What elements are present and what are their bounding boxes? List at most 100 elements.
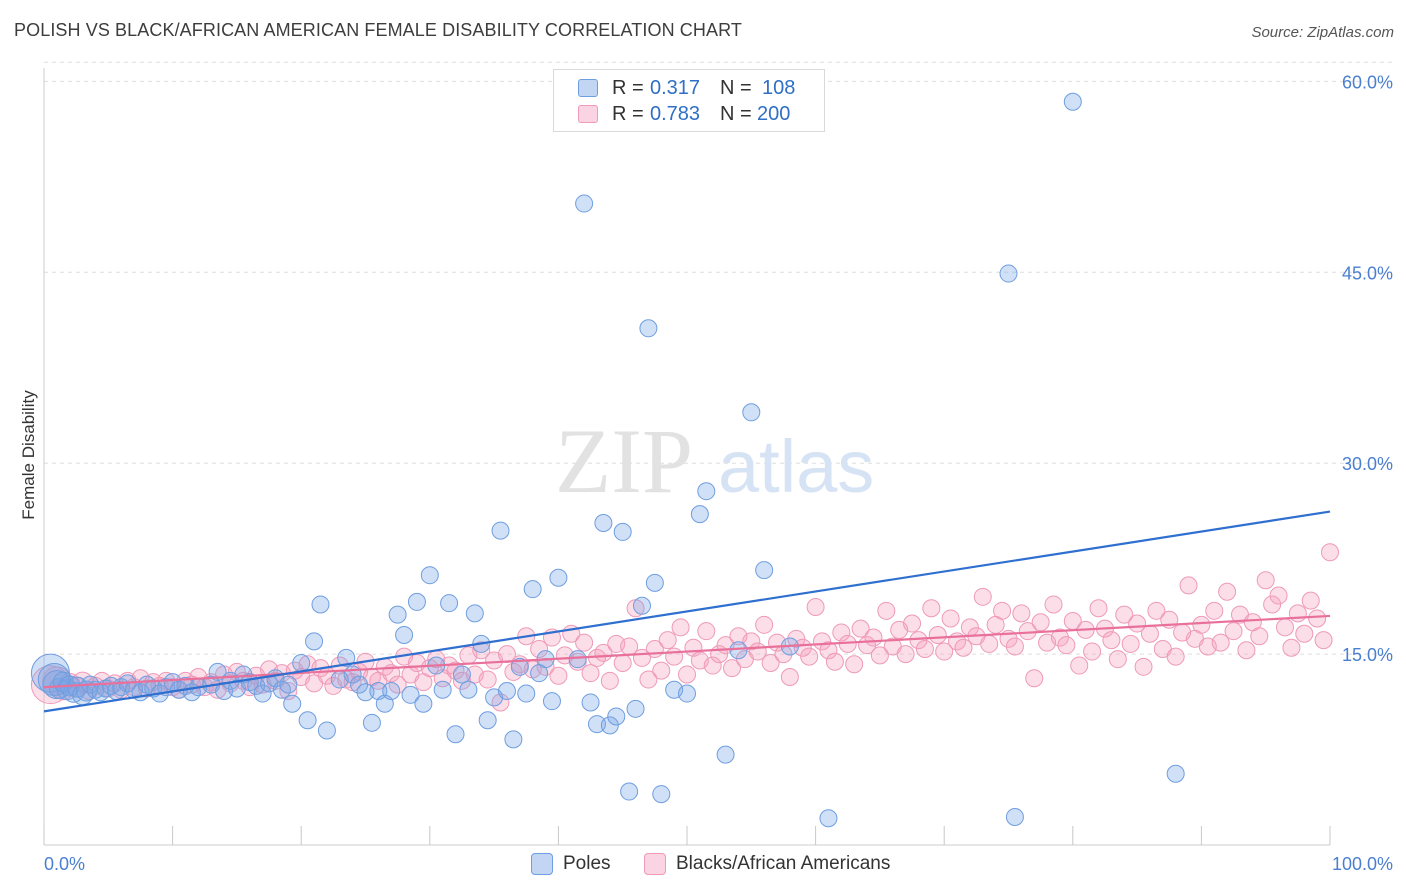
blacks-point: [973, 587, 992, 606]
blacks-point: [1218, 582, 1237, 601]
blacks-point: [549, 666, 568, 685]
poles-point: [607, 707, 626, 726]
blacks-point: [1269, 586, 1288, 605]
blacks-point: [993, 601, 1012, 620]
poles-point: [1005, 808, 1024, 827]
blacks-point: [928, 626, 947, 645]
poles-point: [311, 595, 330, 614]
blacks-point: [819, 641, 838, 660]
blacks-point: [1308, 609, 1327, 628]
blacks-point: [915, 640, 934, 659]
poles-point: [356, 683, 375, 702]
r-label: R =: [612, 103, 644, 125]
poles-trend-line: [43, 510, 1331, 713]
blacks-point: [697, 622, 716, 641]
poles-point: [542, 692, 561, 711]
blacks-point: [1044, 595, 1063, 614]
blacks-point: [845, 655, 864, 674]
legend-row-poles: R = 0.317 N = 108: [554, 75, 824, 101]
poles-point: [298, 711, 317, 730]
poles-point: [478, 711, 497, 730]
blacks-point: [813, 632, 832, 651]
blacks-point: [472, 641, 491, 660]
blacks-point: [1115, 605, 1134, 624]
x-tick-label: 100.0%: [1332, 854, 1393, 874]
blacks-point: [825, 652, 844, 671]
n-value: 200: [757, 103, 791, 125]
poles-point: [497, 682, 516, 701]
poles-point: [253, 684, 272, 703]
poles-point: [433, 680, 452, 699]
blacks-point: [478, 670, 497, 689]
blacks-point: [1275, 618, 1294, 637]
poles-point: [690, 505, 709, 524]
poles-point: [465, 604, 484, 623]
poles-point: [639, 319, 658, 338]
poles-point: [459, 680, 478, 699]
y-tick-label: 15.0%: [1342, 645, 1393, 665]
blacks-point: [530, 640, 549, 659]
poles-point: [568, 650, 587, 669]
n-label: N =: [720, 103, 752, 125]
poles-point: [440, 594, 459, 613]
blacks-point: [1057, 636, 1076, 655]
poles-point: [652, 785, 671, 804]
poles-point: [523, 580, 542, 599]
blacks-point: [755, 615, 774, 634]
poles-point: [1063, 92, 1082, 111]
blacks-point: [1147, 601, 1166, 620]
poles-point: [510, 657, 529, 676]
poles-point: [575, 194, 594, 213]
blacks-point: [1256, 571, 1275, 590]
y-tick-label: 30.0%: [1342, 454, 1393, 474]
blacks-point: [780, 668, 799, 687]
poles-point: [999, 264, 1018, 283]
grid-lines: [44, 61, 1393, 655]
poles-point: [581, 693, 600, 712]
blacks-point: [851, 619, 870, 638]
poles-point: [645, 573, 664, 592]
blacks-point: [806, 598, 825, 617]
y-tick-label: 45.0%: [1342, 263, 1393, 283]
poles-point: [626, 699, 645, 718]
blacks-point: [903, 614, 922, 633]
series-legend: Poles Blacks/African Americans: [0, 852, 1406, 878]
r-value: 0.783: [650, 103, 701, 125]
poles-point: [395, 626, 414, 645]
blacks-point: [1263, 595, 1282, 614]
blacks-point: [896, 645, 915, 664]
blacks-point: [652, 661, 671, 680]
watermark-atlas: atlas: [718, 425, 874, 508]
blacks-point: [1166, 647, 1185, 666]
poles-point: [716, 745, 735, 764]
blacks-point: [1108, 650, 1127, 669]
blacks-point: [671, 618, 690, 637]
poles-point: [420, 566, 439, 585]
blacks-point: [1140, 624, 1159, 643]
blacks-point: [1288, 604, 1307, 623]
stats-legend: R = 0.317 N = 108 R = 0.783 N = 200: [553, 69, 825, 132]
poles-point: [337, 648, 356, 667]
axes: [43, 68, 1331, 846]
blacks-point: [1121, 634, 1140, 653]
poles-swatch: [531, 853, 553, 875]
blacks-point: [613, 654, 632, 673]
poles-point: [452, 665, 471, 684]
blacks-point: [1089, 599, 1108, 618]
n-label: N =: [720, 77, 752, 99]
poles-point: [600, 716, 619, 735]
blacks-point: [800, 647, 819, 666]
blacks-point: [832, 623, 851, 642]
n-value: 108: [762, 77, 796, 99]
r-value: 0.317: [650, 77, 701, 99]
poles-point: [742, 403, 761, 422]
poles-point: [729, 641, 748, 660]
blacks-point: [1314, 631, 1333, 650]
blacks-point: [1250, 627, 1269, 646]
legend-label-poles: Poles: [563, 853, 611, 874]
blacks-swatch: [644, 853, 666, 875]
poles-point: [613, 522, 632, 541]
poles-point: [1166, 764, 1185, 783]
blacks-point: [1211, 633, 1230, 652]
